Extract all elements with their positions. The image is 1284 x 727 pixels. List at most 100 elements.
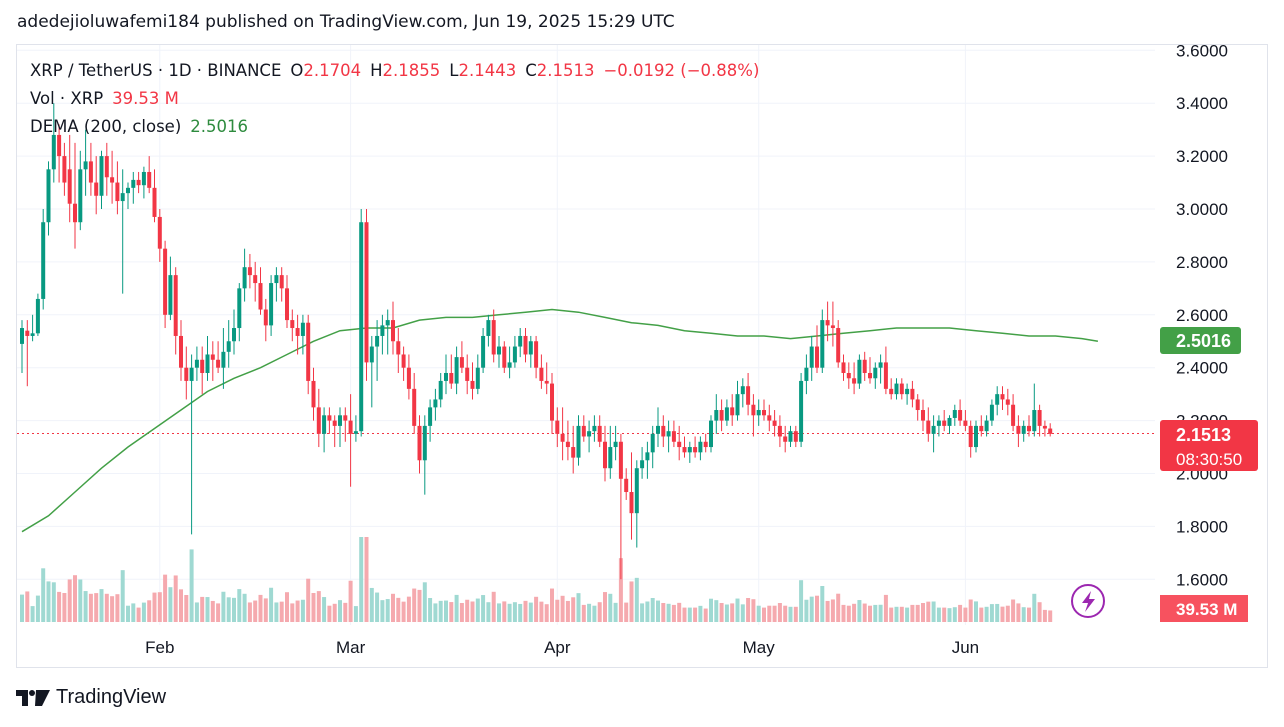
candle-body <box>735 394 740 416</box>
volume-bar <box>94 593 99 622</box>
volume-bar <box>226 597 231 622</box>
volume-bar <box>587 603 592 622</box>
candle-body <box>396 341 401 355</box>
candle <box>216 341 221 373</box>
candle <box>173 267 178 355</box>
candle <box>67 134 72 223</box>
volume-bar <box>735 598 740 622</box>
candle <box>852 362 857 395</box>
candle <box>184 346 189 400</box>
candle <box>438 372 443 408</box>
volume-bar <box>253 600 258 622</box>
legend-volume[interactable]: Vol · XRP 39.53 M <box>30 89 179 108</box>
volume-bar <box>290 603 295 622</box>
candle <box>873 362 878 389</box>
candle-body <box>470 380 475 389</box>
candle-body <box>751 404 756 416</box>
candle-body <box>809 346 814 368</box>
candle-body <box>656 425 660 434</box>
open-label: O <box>290 61 304 80</box>
candle <box>205 335 210 381</box>
candle-body <box>348 420 353 434</box>
volume-bar <box>1037 602 1042 622</box>
y-tick-label: 2.8000 <box>1176 253 1228 272</box>
candle <box>179 320 183 381</box>
candle <box>332 415 337 448</box>
volume-bar <box>921 603 925 622</box>
volume-bar <box>565 600 570 622</box>
candle-body <box>1000 394 1005 400</box>
candle-body <box>629 492 634 514</box>
candle-body <box>857 359 862 384</box>
volume-bar <box>104 593 109 622</box>
volume-badge-value: 39.53 M <box>1176 600 1237 619</box>
candle <box>581 415 586 442</box>
candle-body <box>327 415 332 421</box>
candle <box>263 298 268 342</box>
candle <box>730 394 735 426</box>
candle <box>41 209 46 310</box>
candle <box>846 362 851 389</box>
volume-bar <box>804 599 809 622</box>
candle <box>338 407 342 448</box>
candle-body <box>915 399 920 411</box>
candle <box>30 314 35 342</box>
candle <box>841 354 846 381</box>
candle <box>963 410 968 432</box>
candle-body <box>703 441 708 448</box>
volume-bar <box>46 581 51 622</box>
volume-bar <box>168 587 173 622</box>
volume-bar <box>1048 610 1053 622</box>
candle <box>788 425 793 448</box>
candle-body <box>385 320 390 326</box>
volume-bar <box>719 603 724 622</box>
candle-body <box>926 420 931 434</box>
candle-body <box>375 335 380 347</box>
candle <box>740 378 745 408</box>
volume-bar <box>963 607 968 622</box>
volume-bar <box>110 596 115 622</box>
volume-bar <box>99 589 104 622</box>
candle-body <box>491 320 496 355</box>
volume-bar <box>899 606 904 622</box>
dema-badge: 2.5016 <box>1160 327 1241 354</box>
candle-body <box>343 415 348 421</box>
candle-body <box>687 447 692 453</box>
volume-bar <box>51 582 56 622</box>
candle <box>910 380 915 408</box>
candle <box>550 372 554 434</box>
footer-brand[interactable]: TradingView <box>16 686 166 709</box>
volume-bar <box>671 604 676 622</box>
candle-body <box>560 433 565 442</box>
candle-body <box>454 357 459 384</box>
volume-bar <box>523 600 528 622</box>
candle-body <box>83 161 88 170</box>
volume-bar <box>385 599 390 622</box>
candle-body <box>300 322 305 336</box>
price-axis: 3.6000 3.4000 3.2000 3.0000 2.8000 2.6000 2.40… <box>1176 41 1228 589</box>
volume-bar <box>698 605 703 622</box>
candle <box>475 354 480 395</box>
volume-bar <box>634 577 639 622</box>
candle <box>306 314 311 395</box>
candle-body <box>565 441 570 448</box>
volume-bar <box>184 595 189 622</box>
candle <box>290 309 295 342</box>
volume-bar <box>295 600 300 622</box>
candle-body <box>205 354 210 373</box>
candle <box>57 124 62 183</box>
candle <box>221 328 226 389</box>
lightning-icon[interactable] <box>1071 584 1105 618</box>
symbol-label[interactable]: XRP / TetherUS · 1D · BINANCE <box>30 61 282 80</box>
volume-bar <box>422 582 427 622</box>
volume-bar <box>30 606 35 622</box>
volume-bar <box>20 594 24 622</box>
volume-bar <box>242 593 247 622</box>
candle-body <box>762 410 766 416</box>
volume-bar <box>136 607 141 622</box>
volume-bar <box>815 595 819 622</box>
candle-body <box>693 447 698 453</box>
legend-dema[interactable]: DEMA (200, close) 2.5016 <box>30 117 248 136</box>
candle-body <box>1042 425 1047 429</box>
